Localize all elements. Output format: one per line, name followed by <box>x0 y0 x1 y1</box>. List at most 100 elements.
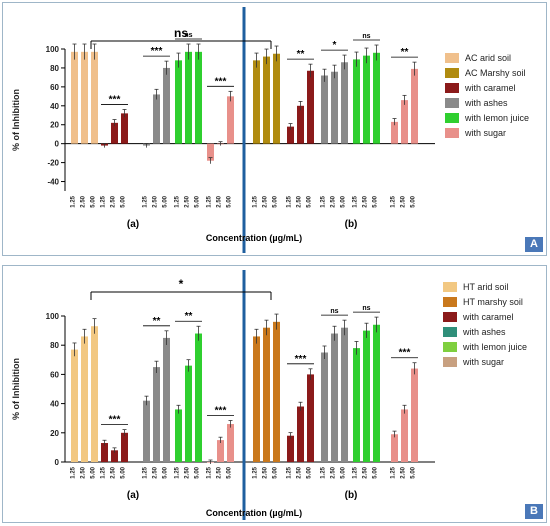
a-bar <box>341 62 348 144</box>
a-bar <box>227 96 234 144</box>
b-bar <box>195 333 202 462</box>
b-x-tick-label: 5.00 <box>163 466 169 478</box>
a-x-tick-label: 2.50 <box>263 195 269 207</box>
a-x-tick-label: 5.00 <box>121 195 127 207</box>
b-y-tick-label: 0 <box>55 458 60 467</box>
b-bar <box>101 443 108 462</box>
b-x-tick-label: 1.25 <box>143 466 149 478</box>
b-x-tick-label: 5.00 <box>91 466 97 478</box>
a-group-label-b: (b) <box>345 219 358 230</box>
a-x-tick-label: 2.50 <box>81 195 87 207</box>
b-bar <box>91 326 98 462</box>
b-bar <box>297 406 304 462</box>
b-bar <box>71 349 78 462</box>
b-sig-label: *** <box>295 354 307 365</box>
b-x-tick-label: 2.50 <box>401 466 407 478</box>
b-x-tick-label: 2.50 <box>331 466 337 478</box>
a-sig-label: *** <box>109 94 121 105</box>
a-legend-label: with sugar <box>464 128 506 138</box>
b-bar <box>341 327 348 462</box>
a-x-tick-label: 5.00 <box>341 195 347 207</box>
b-bar <box>175 409 182 462</box>
b-x-axis-label: Concentration (µg/mL) <box>206 508 302 518</box>
b-bar <box>273 321 280 462</box>
a-bar <box>81 51 88 144</box>
a-bar <box>307 70 314 144</box>
b-x-tick-label: 2.50 <box>81 466 87 478</box>
b-group-label-b: (b) <box>345 490 358 501</box>
b-legend-label: with lemon juice <box>462 342 527 352</box>
a-bar <box>71 51 78 144</box>
a-x-tick-label: 5.00 <box>91 195 97 207</box>
b-x-tick-label: 5.00 <box>411 466 417 478</box>
a-sig-label: *** <box>151 46 163 57</box>
a-x-tick-label: 2.50 <box>331 195 337 207</box>
b-bar <box>143 400 150 462</box>
b-x-tick-label: 2.50 <box>263 466 269 478</box>
b-x-tick-label: 5.00 <box>273 466 279 478</box>
a-x-tick-label: 2.50 <box>363 195 369 207</box>
a-y-tick-label: 40 <box>50 102 59 111</box>
a-bar <box>207 143 214 161</box>
a-y-tick-label: -40 <box>47 178 59 187</box>
a-bar <box>195 51 202 144</box>
a-sig-label: ** <box>401 47 409 58</box>
b-x-tick-label: 2.50 <box>111 466 117 478</box>
b-bar <box>227 424 234 462</box>
b-x-tick-label: 5.00 <box>121 466 127 478</box>
b-sig-label: *** <box>109 415 121 426</box>
b-bar <box>185 365 192 462</box>
b-bar <box>391 434 398 462</box>
b-sig-label: *** <box>215 405 227 416</box>
b-group-label-a: (a) <box>127 490 139 501</box>
a-x-axis-label: Concentration (µg/mL) <box>206 233 302 243</box>
a-top-significance: ns <box>174 26 188 40</box>
b-x-tick-label: 5.00 <box>195 466 201 478</box>
a-x-tick-label: 5.00 <box>195 195 201 207</box>
a-bar <box>185 51 192 144</box>
a-y-tick-label: 20 <box>50 121 59 130</box>
b-sig-label: *** <box>399 348 411 359</box>
b-y-tick-label: 40 <box>50 400 59 409</box>
b-sig-label: ns <box>362 305 370 312</box>
b-x-tick-label: 1.25 <box>71 466 77 478</box>
a-x-tick-label: 1.25 <box>391 195 397 207</box>
a-sig-label: ns <box>184 32 192 39</box>
a-bar <box>321 75 328 144</box>
b-bar <box>253 336 260 462</box>
a-bar <box>91 51 98 144</box>
a-sig-label: ** <box>297 49 305 60</box>
b-bar <box>401 409 408 462</box>
b-legend-label: HT arid soil <box>463 282 508 292</box>
b-bar <box>331 333 338 462</box>
b-x-tick-label: 1.25 <box>175 466 181 478</box>
a-legend-swatch <box>445 128 459 138</box>
panel-b-badge: B <box>525 504 543 519</box>
a-x-tick-label: 5.00 <box>411 195 417 207</box>
b-legend-label: HT marshy soil <box>463 297 523 307</box>
a-y-tick-label: 60 <box>50 83 59 92</box>
b-y-tick-label: 20 <box>50 429 59 438</box>
a-legend-label: with caramel <box>464 83 516 93</box>
b-sig-label: ** <box>153 316 161 327</box>
a-legend-swatch <box>445 83 459 93</box>
a-bar <box>111 122 118 144</box>
a-x-tick-label: 2.50 <box>153 195 159 207</box>
a-y-tick-label: 100 <box>46 45 60 54</box>
b-bar <box>353 348 360 462</box>
a-sig-label: ns <box>362 33 370 40</box>
b-bar <box>217 440 224 462</box>
panel-a: -40 -20 0 20 40 60 80 100 % of Inhibition 1.25 2.5… <box>2 2 547 256</box>
b-legend-swatch <box>443 282 457 292</box>
b-legend-swatch <box>443 357 457 367</box>
a-x-tick-label: 2.50 <box>185 195 191 207</box>
b-x-tick-label: 1.25 <box>391 466 397 478</box>
b-bar <box>363 330 370 462</box>
a-x-tick-label: 5.00 <box>373 195 379 207</box>
a-y-tick-label: -20 <box>47 159 59 168</box>
b-legend-swatch <box>443 312 457 322</box>
a-bar <box>253 60 260 144</box>
b-y-tick-label: 100 <box>46 312 60 321</box>
b-bar <box>121 432 128 462</box>
a-legend-label: with lemon juice <box>464 113 529 123</box>
